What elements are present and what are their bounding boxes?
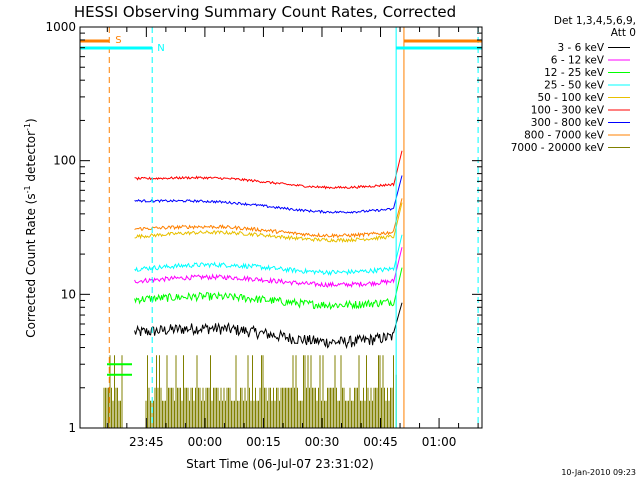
- y-axis-label: Corrected Count Rate (s-1 detector-1): [23, 118, 38, 337]
- x-tick-label: 01:00: [422, 435, 457, 449]
- series-line-7000-20000-kev: [103, 355, 397, 428]
- saa-flag-label: S: [115, 35, 121, 46]
- legend-title-line1: Det 1,3,4,5,6,9,: [554, 15, 636, 27]
- series-layer: [103, 150, 403, 428]
- x-tick-label: 00:30: [305, 435, 340, 449]
- legend-entry-label: 7000 - 20000 keV: [511, 142, 605, 154]
- y-tick-label: 1000: [45, 20, 76, 34]
- series-line-5: [134, 150, 403, 190]
- series-line-3: [134, 234, 403, 277]
- series-line-4: [134, 202, 403, 243]
- night-flag-label: N: [157, 43, 164, 54]
- y-tick-label: 10: [61, 287, 76, 301]
- y-axis-label-sup2: -1: [23, 123, 32, 131]
- series-line-2: [134, 267, 403, 311]
- plot-frame: [79, 26, 483, 429]
- x-axis-label: Start Time (06-Jul-07 23:31:02): [186, 457, 374, 471]
- legend-entry-label: 100 - 300 keV: [531, 105, 605, 117]
- series-line-1: [134, 247, 403, 289]
- series-line-0: [134, 302, 403, 350]
- x-tick-label: 23:45: [129, 435, 164, 449]
- series-line-6: [134, 175, 403, 214]
- y-axis-label-main: Corrected Count Rate (s: [24, 193, 38, 337]
- generation-timestamp: 10-Jan-2010 09:23: [561, 468, 636, 477]
- legend-entry-label: 300 - 800 keV: [531, 117, 605, 129]
- legend-entry-label: 6 - 12 keV: [551, 55, 605, 67]
- y-axis-label-sup1: -1: [23, 185, 32, 193]
- legend-title-line2: Att 0: [611, 27, 636, 39]
- observing-flags: SN: [80, 27, 482, 428]
- y-axis-label-mid: detector: [24, 131, 38, 186]
- legend-entry-label: 3 - 6 keV: [557, 42, 604, 54]
- y-axis-label-end: ): [24, 118, 38, 123]
- y-tick-label: 100: [53, 154, 76, 168]
- early-green-segment: [107, 363, 132, 376]
- legend-entry-label: 800 - 7000 keV: [524, 130, 605, 142]
- y-tick-label: 1: [68, 421, 76, 435]
- series-line-7: [134, 198, 403, 239]
- legend-entry-label: 25 - 50 keV: [544, 80, 605, 92]
- x-tick-label: 00:00: [188, 435, 223, 449]
- x-tick-label: 00:45: [363, 435, 398, 449]
- legend-entry-label: 50 - 100 keV: [537, 92, 604, 104]
- axis-ticks: 1 10 100 1000 23:45 00:00 00:15 00:30 00:45 01:00: [45, 20, 482, 449]
- chart-title: HESSI Observing Summary Count Rates, Cor…: [74, 3, 456, 21]
- x-tick-label: 00:15: [246, 435, 281, 449]
- legend-entry-label: 12 - 25 keV: [544, 67, 605, 79]
